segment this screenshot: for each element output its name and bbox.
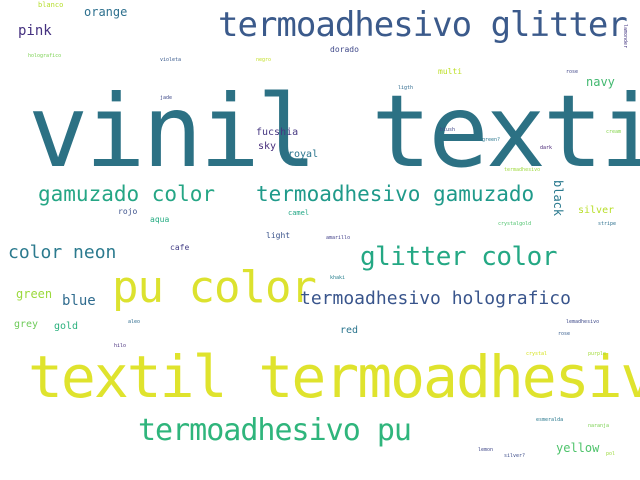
word-fucshia: fucshia — [256, 127, 299, 138]
word-dark: dark — [540, 145, 553, 151]
word-dorado: dorado — [330, 45, 359, 54]
word-multi: multi — [438, 67, 463, 76]
word-orange: orange — [84, 5, 128, 19]
word-glitter-color: glitter color — [360, 242, 558, 272]
word-aleo: aleo — [128, 319, 141, 325]
word-crystalgold: crystalgold — [498, 221, 532, 227]
word-termadhesivo: termadhesivo — [504, 167, 541, 173]
word-camel: camel — [288, 209, 310, 217]
word-black: black — [551, 180, 565, 217]
word-rose: rose — [566, 69, 579, 75]
word-termoadhesivo-pu: termoadhesivo pu — [138, 413, 412, 448]
word-red: red — [340, 325, 359, 336]
word-ligth: ligth — [398, 85, 414, 91]
word-lemon: lemon — [478, 447, 494, 453]
word-blanco: blanco — [38, 1, 64, 9]
word-textil-termoadhesivo: textil termoadhesivo — [28, 343, 640, 411]
word-holografico: holografico — [28, 53, 62, 59]
word-color-neon: color neon — [8, 242, 117, 263]
word-gold: gold — [54, 321, 79, 332]
word-navy: navy — [586, 75, 615, 89]
word-rose-2: rose — [558, 331, 571, 337]
word-khaki: khaki — [330, 275, 346, 281]
word-esmeralda: esmeralda — [536, 417, 564, 423]
word-blue: blue — [62, 293, 96, 309]
word-termoadhesivo-glitter: termoadhesivo glitter — [218, 5, 628, 45]
word-royal: royal — [288, 149, 319, 160]
word-naranja: naranja — [588, 423, 610, 429]
word-negro: negro — [256, 57, 272, 63]
word-aqua: aqua — [150, 215, 170, 224]
word-pink: pink — [18, 23, 52, 39]
word-rojo: rojo — [118, 207, 138, 216]
word-pu-color: pu color — [112, 262, 317, 313]
word-pol: pol — [606, 451, 616, 457]
word-yellow: yellow — [556, 441, 600, 455]
word-grey: grey — [14, 319, 39, 330]
word-sky: sky — [258, 141, 277, 152]
word-gamuzado-color: gamuzado color — [38, 182, 216, 206]
word-hilo: hilo — [114, 343, 127, 349]
word-green-q: green? — [482, 137, 501, 143]
word-lemadhesivo: lemadhesivo — [566, 319, 600, 325]
word-silver: silver — [578, 205, 615, 216]
word-amarillo: amarillo — [326, 235, 351, 241]
word-green: green — [16, 287, 53, 301]
word-silver-2: silver? — [504, 453, 526, 459]
word-purple: purple — [588, 351, 607, 357]
word-vinil-textil: vinil textil — [28, 73, 640, 190]
word-jade: jade — [160, 95, 173, 101]
word-termoadhesivo-gamuzado: termoadhesivo gamuzado — [256, 182, 535, 206]
word-stripe: stripe — [598, 221, 617, 227]
word-blush: blush — [440, 127, 456, 133]
word-lamonder: lamonder — [622, 24, 628, 49]
word-termoadhesivo-holografico: termoadhesivo holografico — [300, 288, 571, 309]
word-cream: cream — [606, 129, 622, 135]
word-crystal: crystal — [526, 351, 548, 357]
word-light: light — [266, 231, 291, 240]
word-violeta: violeta — [160, 57, 182, 63]
word-cafe: cafe — [170, 243, 190, 252]
